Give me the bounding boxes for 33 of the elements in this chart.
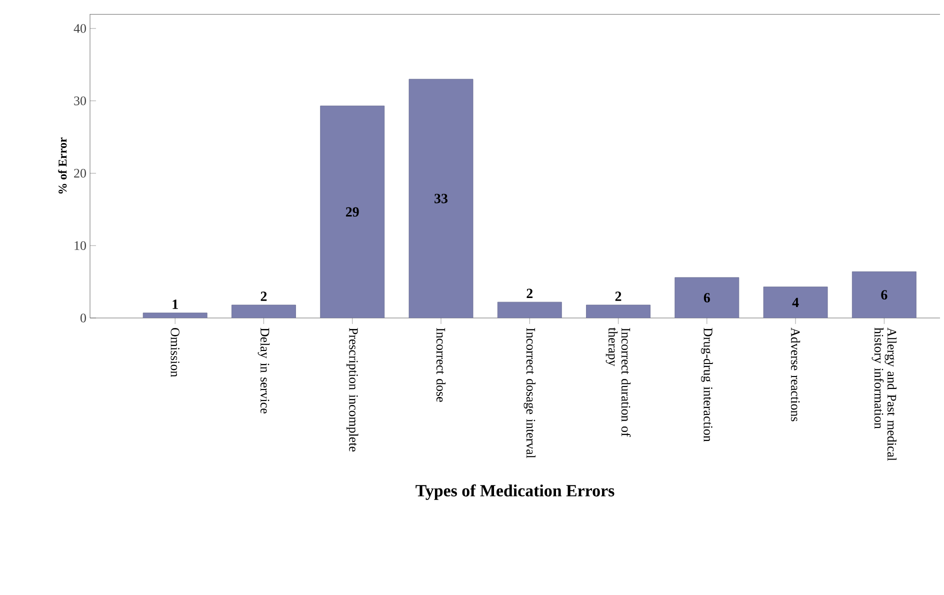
bar [320,106,385,318]
data-label: 2 [526,288,533,298]
y-tick-label: 0 [80,314,86,322]
bar [408,78,474,318]
x-tick-label: Incorrect dose [436,328,446,402]
x-tick-label: Omission [170,328,180,377]
bar [763,286,828,318]
y-tick-label: 30 [74,96,86,106]
x-tick-label: Adverse reactions [790,328,800,422]
x-axis-title: Types of Medication Errors [416,484,614,500]
data-label: 33 [434,194,448,204]
x-tick-label: Allergy and Past medical history information [872,328,897,461]
data-label: 6 [881,290,888,300]
bar [852,271,916,318]
bar [232,304,296,318]
x-tick-label: Drug-drug interaction [701,328,713,442]
y-tick-label: 10 [74,241,86,250]
data-label: 4 [792,298,799,308]
bar [497,302,562,318]
y-tick-label: 20 [74,168,86,178]
data-label: 2 [615,292,622,301]
x-tick-label: Incorrect dosage interval [524,328,536,458]
y-axis-title: % of Error [58,137,67,194]
x-tick-label: Incorrect duration of therapy [606,328,631,437]
bar [586,304,650,318]
data-label: 1 [172,300,178,309]
x-tick-label: Delay in service [258,328,270,414]
data-label: 2 [260,292,267,301]
x-tick-label: Prescription incomplete [346,328,358,452]
y-tick-label: 40 [74,24,86,33]
data-label: 29 [346,207,359,217]
data-label: 6 [704,293,710,302]
bar [674,277,740,318]
